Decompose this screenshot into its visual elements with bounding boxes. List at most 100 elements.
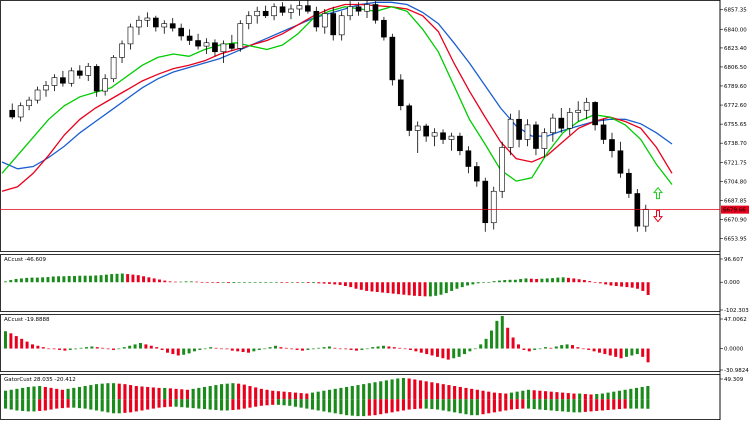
candle-body (431, 132, 438, 137)
histogram-bar (623, 389, 627, 400)
histogram-bar (66, 399, 70, 408)
histogram-bar (49, 399, 53, 410)
histogram-bar (306, 282, 310, 284)
histogram-bar (497, 280, 501, 283)
histogram-bar (362, 384, 366, 400)
histogram-bar (180, 389, 184, 400)
histogram-bar (646, 386, 650, 400)
histogram-bar (38, 399, 42, 411)
histogram-bar (397, 282, 400, 295)
indicator-tick-label: -102.303 (724, 308, 749, 314)
histogram-bar (617, 399, 622, 410)
candle-body (110, 57, 117, 80)
histogram-bar (191, 388, 195, 400)
histogram-bar (160, 348, 164, 350)
histogram-bar (419, 348, 423, 353)
histogram-bar (424, 399, 428, 409)
histogram-bar (117, 348, 121, 350)
histogram-bar (174, 388, 178, 400)
candle-body (237, 23, 244, 49)
histogram-bar (21, 399, 25, 411)
histogram-bar (375, 282, 379, 293)
histogram-bar (136, 275, 140, 283)
histogram-bar (25, 341, 29, 349)
histogram-bar (78, 275, 82, 283)
histogram-bar (533, 348, 537, 350)
histogram-bar (640, 386, 644, 400)
histogram-bar (152, 278, 156, 283)
histogram-bar (62, 276, 66, 283)
histogram-bar (349, 282, 353, 288)
histogram-bar (140, 386, 144, 400)
histogram-bar (203, 348, 207, 350)
candle-body (68, 70, 75, 84)
histogram-bar (577, 279, 581, 283)
histogram-bar (301, 348, 304, 351)
histogram-bar (94, 399, 99, 411)
histogram-bar (350, 386, 354, 400)
candle-body (609, 139, 615, 152)
indicator-label: GatorCust 28.035 -20.412 (4, 377, 76, 383)
histogram-bar (316, 391, 320, 400)
histogram-bar (538, 390, 542, 400)
histogram-bar (430, 399, 434, 410)
histogram-bar (592, 348, 596, 352)
histogram-bar (532, 390, 536, 400)
histogram-bar (47, 348, 51, 350)
histogram-bar (476, 282, 480, 284)
histogram-bar (310, 399, 315, 410)
histogram-bar (424, 381, 428, 400)
histogram-bar (176, 348, 180, 356)
histogram-bar (128, 345, 132, 349)
indicator-tick-label: 49.309 (724, 377, 744, 383)
histogram-bar (220, 384, 224, 400)
histogram-bar (274, 281, 278, 283)
candle-body (338, 15, 345, 36)
histogram-bar (94, 275, 98, 283)
histogram-bar (220, 399, 224, 411)
histogram-bar (216, 282, 220, 284)
histogram-bar (593, 282, 597, 283)
histogram-bar (106, 399, 110, 413)
histogram-bar (63, 348, 67, 351)
histogram-bar (200, 281, 204, 283)
histogram-bar (179, 281, 183, 283)
histogram-bar (500, 316, 504, 349)
histogram-bar (450, 282, 454, 291)
histogram-bar (214, 399, 218, 411)
histogram-bar (549, 347, 553, 349)
candle-body (85, 66, 92, 76)
candle-body (186, 35, 193, 41)
price-tick-label: 6823.40 (724, 46, 747, 52)
candle-body (229, 43, 235, 49)
histogram-bar (185, 389, 190, 400)
histogram-bar (470, 399, 474, 416)
histogram-bar (271, 390, 275, 400)
histogram-bar (317, 282, 321, 284)
histogram-bar (436, 399, 440, 410)
indicator-label: ACcust -19.8888 (4, 317, 50, 323)
histogram-bar (376, 346, 380, 349)
histogram-bar (630, 282, 634, 288)
histogram-bar (184, 281, 188, 283)
histogram-bar (333, 388, 337, 400)
histogram-bar (276, 399, 280, 405)
histogram-bar (598, 282, 602, 284)
histogram-bar (274, 345, 277, 349)
fast-ma-line (1, 6, 673, 185)
histogram-bar (221, 282, 225, 283)
histogram-bar (620, 282, 624, 287)
histogram-bar (205, 282, 209, 283)
indicator-tick-label: 0.000 (724, 280, 740, 286)
candle-body (195, 40, 201, 47)
histogram-bar (243, 282, 246, 283)
histogram-bar (588, 281, 592, 283)
histogram-bar (322, 390, 326, 400)
histogram-bar (561, 399, 565, 412)
candle-body (465, 150, 472, 167)
histogram-bar (60, 389, 64, 400)
histogram-bar (85, 347, 88, 349)
price-tick-label: 6772.60 (724, 103, 747, 109)
histogram-bar (123, 399, 127, 413)
